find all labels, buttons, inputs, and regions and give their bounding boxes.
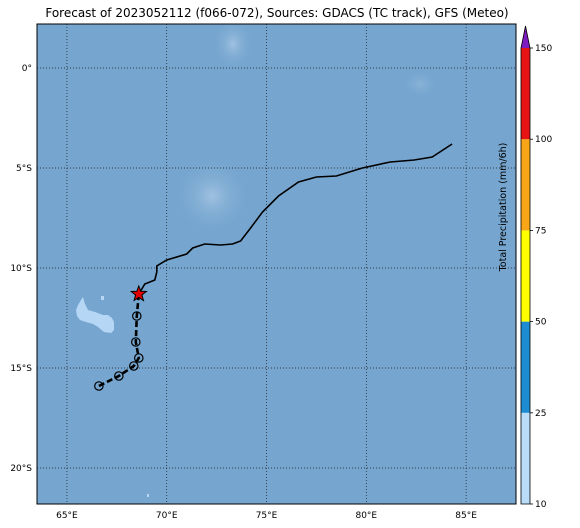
track-point-circle (130, 337, 141, 347)
colorbar-segment (521, 230, 530, 322)
ocean-background (37, 24, 516, 504)
lat-tick-label: 20°S (10, 464, 32, 474)
gridlines (37, 24, 516, 504)
track-point-circle (131, 311, 142, 321)
colorbar-tick-label: 25 (535, 409, 546, 419)
lat-tick-label: 15°S (10, 364, 32, 374)
axis-ticks: 65°E 70°E 75°E 80°E 85°E 0° 5°S 10°S 15°S 20°S (10, 64, 477, 521)
colorbar-extend-triangle (521, 26, 530, 48)
forecast-track-line (138, 143, 453, 295)
cloud-texture (174, 24, 438, 234)
colorbar-segment (521, 48, 530, 140)
lon-tick-label: 65°E (56, 511, 78, 521)
chart-title: Forecast of 2023052112 (f066-072), Sourc… (45, 6, 509, 20)
lat-tick-label: 5°S (16, 164, 32, 174)
lon-tick-label: 80°E (355, 511, 377, 521)
colorbar-segment (521, 321, 530, 413)
colorbar-outline (520, 25, 531, 505)
colorbar: 10 25 50 75 100 150 (520, 25, 552, 510)
track-point-circle (114, 371, 124, 381)
colorbar-segment (521, 412, 530, 504)
current-position-star (129, 284, 148, 302)
precipitation-patch (76, 296, 149, 497)
colorbar-tick-label: 75 (535, 226, 546, 236)
lon-tick-label: 75°E (256, 511, 278, 521)
colorbar-title: Total Precipitation (mm/6h) (498, 142, 509, 272)
track-point-circle (128, 361, 139, 371)
lon-tick-label: 85°E (455, 511, 477, 521)
track-points (94, 311, 144, 391)
past-track-line (98, 293, 141, 388)
lat-tick-label: 10°S (10, 264, 32, 274)
colorbar-tick-label: 150 (535, 44, 552, 54)
track-point-circle (94, 381, 104, 391)
colorbar-tick-label: 50 (535, 318, 547, 328)
lon-tick-label: 70°E (156, 511, 178, 521)
colorbar-segment (521, 139, 530, 231)
colorbar-tick-label: 10 (535, 500, 547, 510)
track-point-circle (133, 353, 144, 363)
lat-tick-label: 0° (22, 64, 32, 74)
map-frame (36, 23, 517, 505)
colorbar-tick-label: 100 (535, 135, 552, 145)
